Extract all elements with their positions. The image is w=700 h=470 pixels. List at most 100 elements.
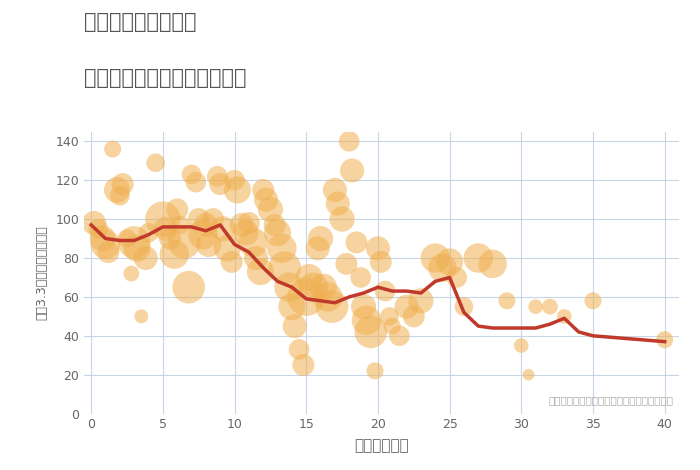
- Point: [312, 244, 323, 252]
- Point: [286, 303, 297, 310]
- Point: [375, 258, 386, 266]
- Point: [329, 186, 340, 194]
- Point: [444, 258, 455, 266]
- Point: [337, 215, 348, 223]
- Point: [279, 264, 290, 272]
- Point: [372, 244, 384, 252]
- Point: [326, 303, 337, 310]
- Point: [379, 287, 391, 295]
- Point: [358, 303, 369, 310]
- Point: [487, 260, 498, 267]
- Point: [183, 283, 195, 291]
- Point: [92, 225, 104, 233]
- Point: [300, 293, 312, 301]
- Point: [260, 196, 272, 204]
- Point: [164, 235, 176, 243]
- Point: [289, 322, 300, 330]
- Point: [370, 367, 381, 375]
- Point: [659, 336, 671, 344]
- Point: [351, 239, 362, 246]
- Point: [186, 171, 197, 178]
- Point: [203, 241, 214, 248]
- Point: [473, 254, 484, 262]
- X-axis label: 築年数（年）: 築年数（年）: [354, 439, 409, 454]
- Point: [284, 283, 295, 291]
- Point: [452, 274, 463, 281]
- Point: [226, 258, 237, 266]
- Point: [408, 313, 419, 320]
- Point: [587, 297, 598, 305]
- Point: [193, 215, 204, 223]
- Point: [126, 270, 137, 277]
- Point: [107, 145, 118, 153]
- Text: 奈良県大和八木駅の: 奈良県大和八木駅の: [84, 12, 197, 32]
- Point: [559, 313, 570, 320]
- Point: [140, 254, 151, 262]
- Point: [160, 225, 172, 233]
- Point: [430, 254, 441, 262]
- Point: [232, 186, 243, 194]
- Y-axis label: 坪（3.3㎡）単価（万円）: 坪（3.3㎡）単価（万円）: [35, 225, 48, 320]
- Point: [258, 186, 269, 194]
- Point: [384, 313, 395, 320]
- Point: [111, 186, 122, 194]
- Point: [530, 303, 541, 310]
- Point: [190, 179, 202, 186]
- Point: [315, 235, 326, 243]
- Point: [304, 274, 315, 281]
- Point: [129, 239, 140, 246]
- Point: [523, 371, 534, 378]
- Point: [265, 206, 276, 213]
- Point: [207, 215, 218, 223]
- Point: [215, 180, 226, 188]
- Point: [318, 283, 329, 291]
- Point: [437, 264, 448, 272]
- Point: [344, 138, 355, 145]
- Point: [117, 180, 128, 188]
- Point: [272, 229, 284, 236]
- Point: [97, 235, 108, 243]
- Point: [516, 342, 527, 349]
- Point: [236, 221, 247, 229]
- Point: [222, 244, 233, 252]
- Point: [415, 297, 426, 305]
- Point: [229, 176, 240, 184]
- Point: [240, 229, 251, 236]
- Point: [169, 251, 180, 258]
- Point: [251, 254, 262, 262]
- Point: [269, 221, 280, 229]
- Point: [200, 221, 211, 229]
- Point: [121, 235, 132, 243]
- Point: [211, 172, 223, 180]
- Point: [276, 244, 288, 252]
- Point: [458, 303, 470, 310]
- Point: [401, 303, 412, 310]
- Point: [341, 260, 352, 267]
- Point: [386, 322, 398, 330]
- Point: [308, 283, 319, 291]
- Point: [360, 316, 372, 324]
- Point: [355, 274, 366, 281]
- Point: [178, 239, 190, 246]
- Point: [298, 361, 309, 369]
- Text: 築年数別中古マンション価格: 築年数別中古マンション価格: [84, 68, 246, 88]
- Point: [143, 229, 154, 236]
- Point: [244, 219, 255, 227]
- Point: [322, 293, 333, 301]
- Point: [346, 167, 358, 174]
- Point: [88, 219, 99, 227]
- Point: [114, 192, 125, 200]
- Point: [174, 221, 186, 229]
- Point: [501, 297, 512, 305]
- Point: [293, 345, 304, 353]
- Point: [248, 239, 259, 246]
- Point: [132, 244, 143, 252]
- Point: [197, 231, 209, 238]
- Point: [150, 159, 161, 166]
- Point: [218, 225, 229, 233]
- Text: 円の大きさは、取引のあった物件面積を示す: 円の大きさは、取引のあった物件面積を示す: [548, 395, 673, 405]
- Point: [365, 328, 377, 336]
- Point: [136, 313, 147, 320]
- Point: [255, 268, 266, 275]
- Point: [172, 206, 183, 213]
